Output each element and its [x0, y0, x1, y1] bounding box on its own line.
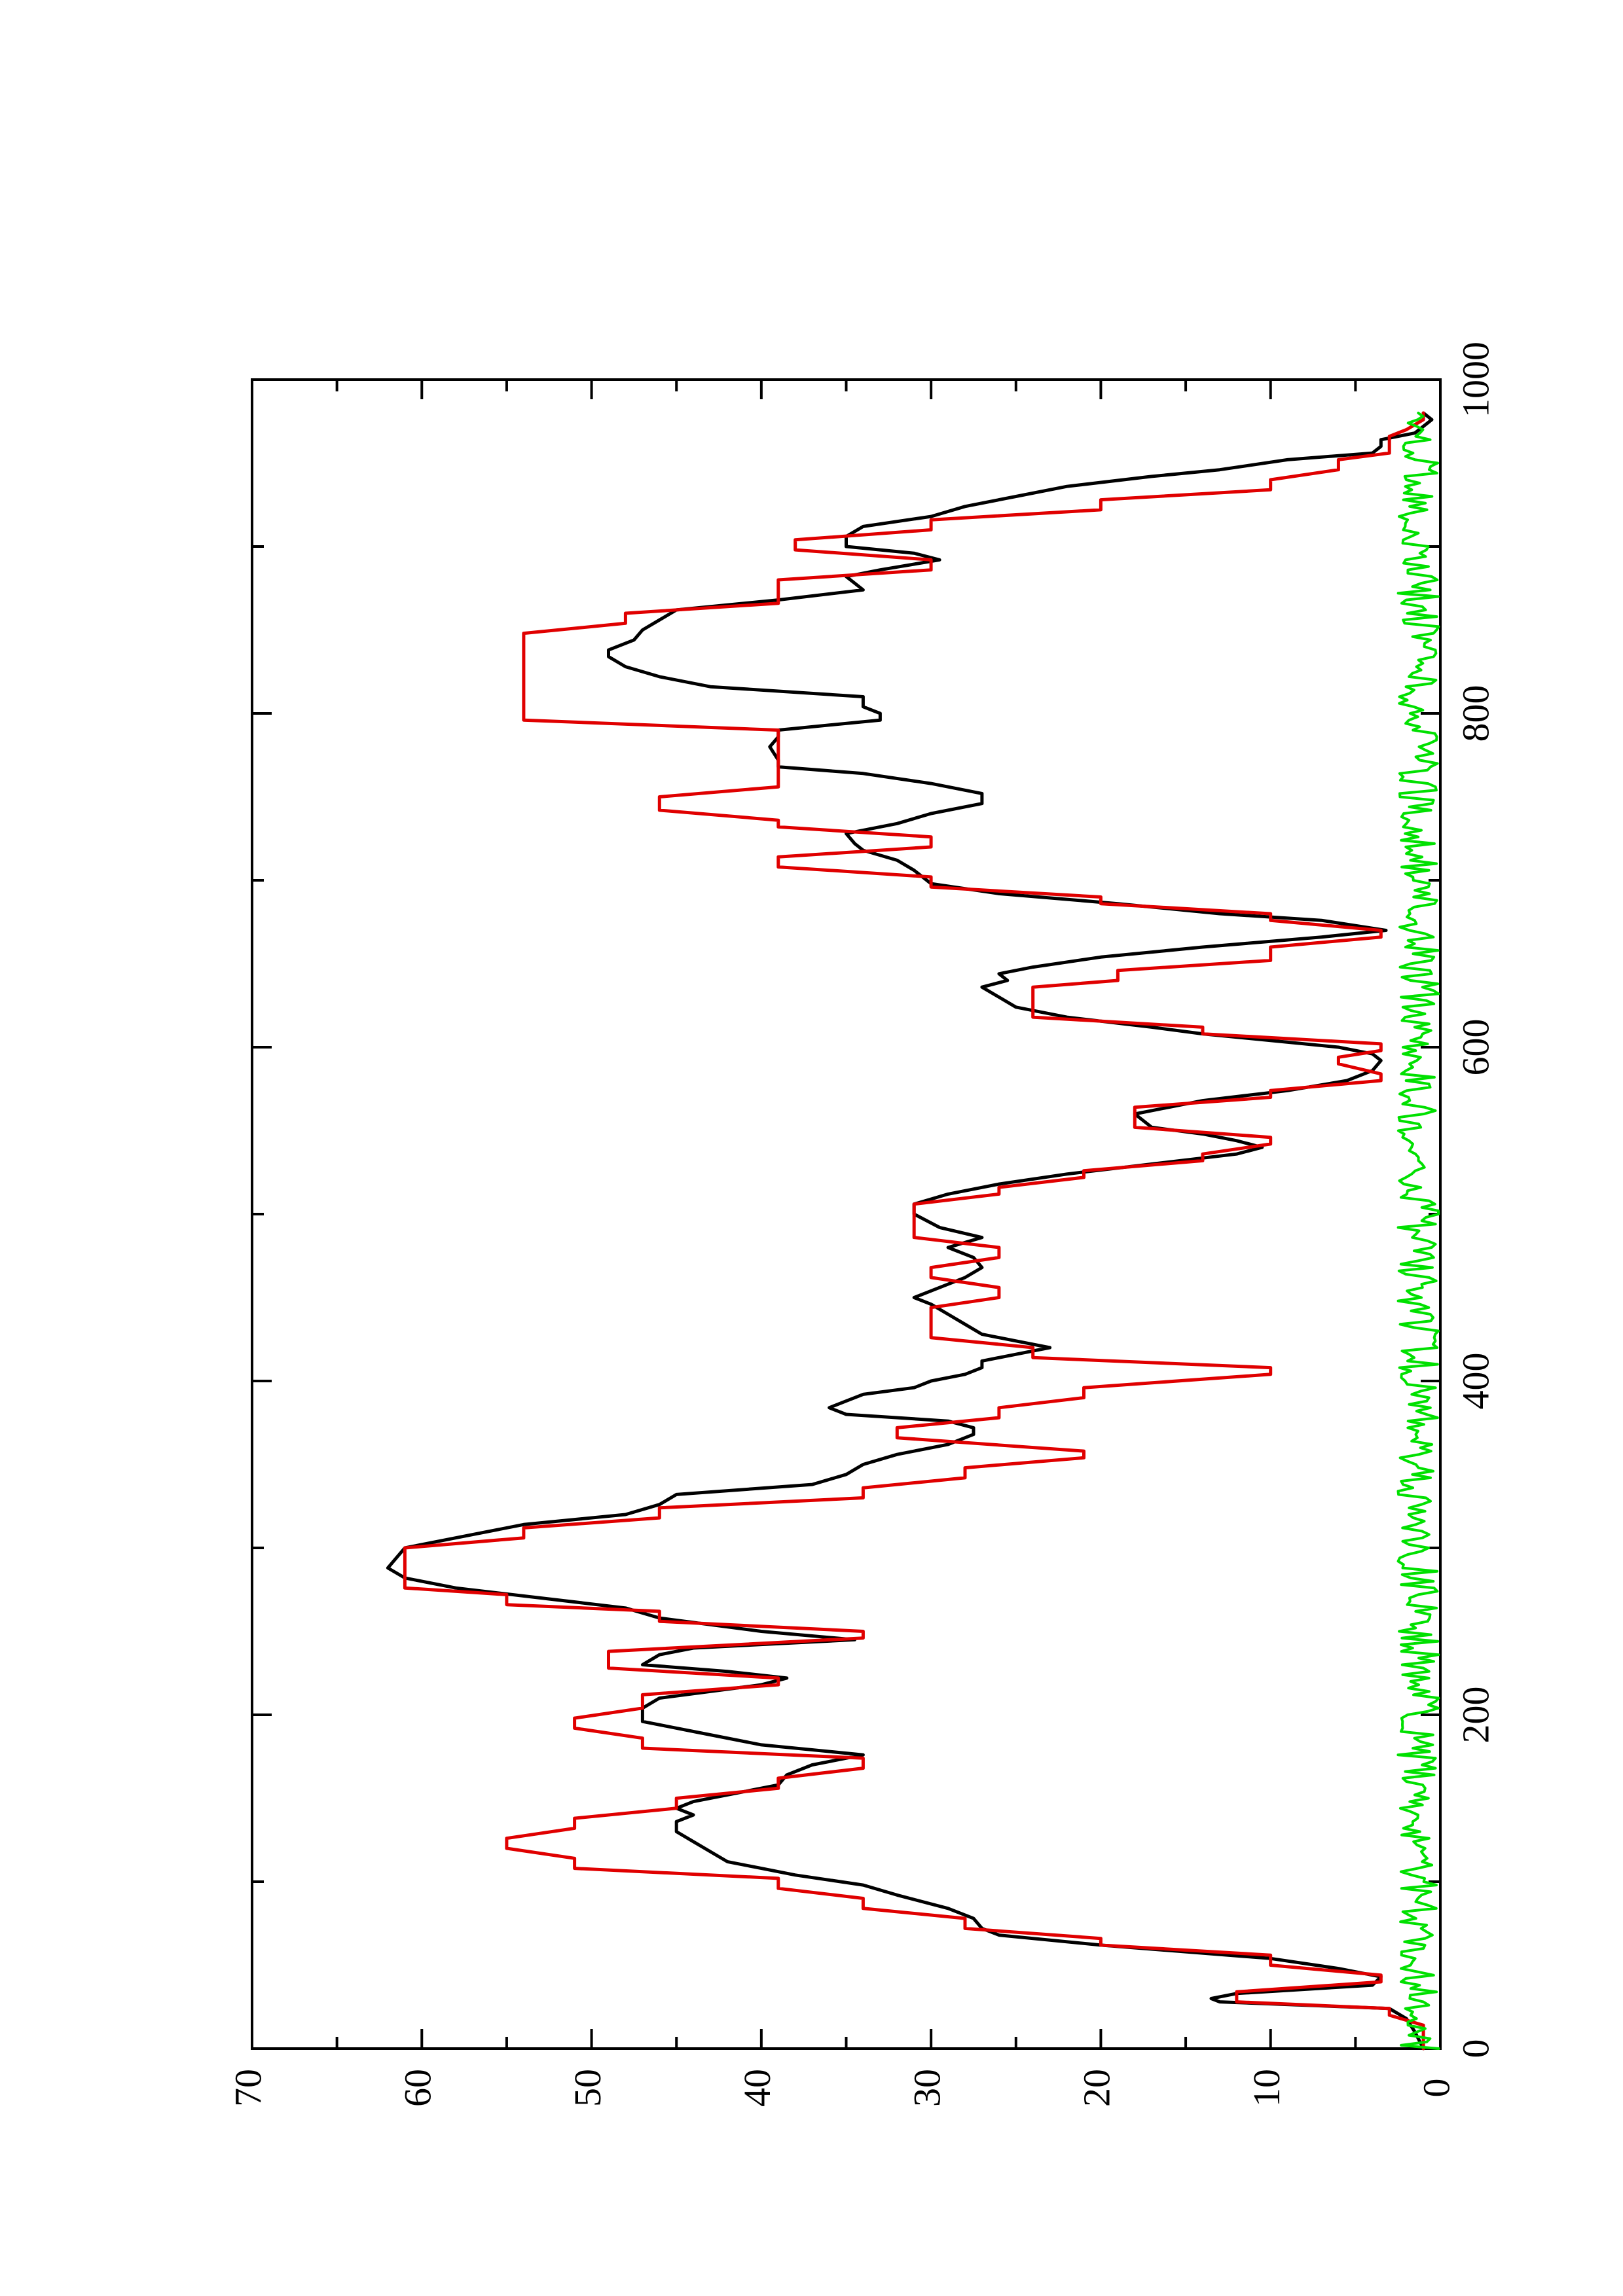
y-tick-label: 20 [1076, 2069, 1118, 2107]
y-tick-label: 70 [227, 2069, 269, 2107]
x-tick-label: 400 [1454, 1353, 1497, 1410]
y-tick-label: 60 [397, 2069, 439, 2107]
series-line-2 [403, 411, 1425, 2051]
x-tick-label: 200 [1454, 1687, 1497, 1744]
y-tick-label: 10 [1245, 2069, 1288, 2107]
y-tick-label: 40 [736, 2069, 778, 2107]
x-tick-label: 1000 [1454, 342, 1497, 418]
x-tick-label: 0 [1454, 2039, 1497, 2058]
x-tick-label: 800 [1454, 685, 1497, 742]
y-tick-label: 0 [1415, 2079, 1457, 2098]
plot-area: 0 200 400 600 800 1000 0 10 20 30 40 50 60 70 [227, 342, 1497, 2107]
series-line-1 [386, 411, 1434, 2051]
series-line-3 [1396, 412, 1440, 2050]
tick-labels: 0 200 400 600 800 1000 0 10 20 30 40 50 60 70 [227, 342, 1497, 2107]
plot-frame [251, 378, 1442, 2050]
y-tick-label: 30 [905, 2069, 948, 2107]
series-lines [386, 411, 1440, 2051]
x-tick-label: 600 [1454, 1019, 1497, 1076]
axis-ticks [251, 378, 1442, 2050]
y-tick-label: 50 [566, 2069, 609, 2107]
